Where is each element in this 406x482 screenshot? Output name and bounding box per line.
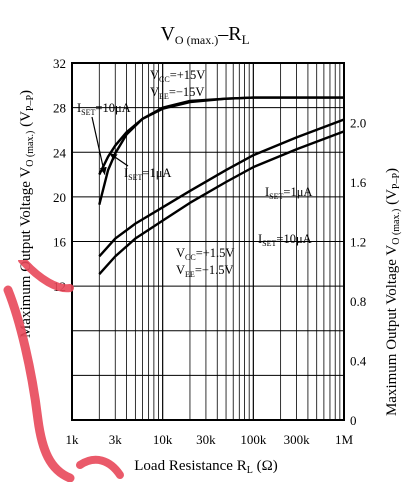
chart-title: VO (max.)–RL [160,23,249,47]
x-tick-label: 100k [240,432,267,447]
annotation-iset10-top: ISET=10μA [77,101,131,117]
series-line-pm1_5_1uA [98,118,345,258]
x-tick-label: 1k [66,432,80,447]
svg-text:VEE=−15V: VEE=−15V [150,85,204,101]
title-main: V [160,23,175,45]
y-tick-label-right: 0 [350,413,357,428]
title-tail: –R [217,23,242,45]
svg-text:ISET=10μA: ISET=10μA [77,101,131,117]
annotation-vcc15: VCC=+15V VEE=−15V [150,68,205,101]
y-tick-label-left: 32 [53,56,66,71]
x-axis-label: Load Resistance RL (Ω) [134,458,277,476]
arrow-iset10-top [91,116,107,175]
y-tick-label-left: 20 [53,190,66,205]
x-tick-label: 30k [196,432,216,447]
y-axis-label-right: Maximum Output Voltage VO (max.) (VP–P) [384,168,402,416]
x-tick-label: 300k [284,432,311,447]
svg-text:VCC=+15V: VCC=+15V [150,68,205,84]
plot-frame [71,62,345,421]
grid [72,63,344,420]
y-tick-label-left: 28 [53,101,66,116]
y-tick-label-left: 24 [53,145,67,160]
annotation-vcc1-5: VCC=+1.5V VEE=−1.5V [176,246,234,279]
x-tick-label: 3k [109,432,123,447]
x-tick-label: 1M [335,432,354,447]
annotation-iset1-bottom: ISET=1μA [265,185,312,201]
svg-text:ISET=10μA: ISET=10μA [258,232,312,248]
y-axis-label-left: Maximum Output Voltage VO (max.) (VP–P) [18,90,36,338]
y-tick-label-right: 0.4 [350,354,367,369]
svg-text:Maximum Output Voltage VO (ma: Maximum Output Voltage VO (max.) (VP–P) [18,90,36,338]
title-tail-sub: L [242,32,250,47]
svg-text:ISET=1μA: ISET=1μA [265,185,312,201]
series-line-pm15_1uA [98,96,344,176]
svg-text:Load Resistance RL (Ω): Load Resistance RL (Ω) [134,458,277,476]
annotation-iset1-top: ISET=1μA [124,166,171,182]
title-sub: O (max.) [175,33,218,47]
svg-text:VO (max.)–RL: VO (max.)–RL [160,23,249,47]
svg-text:ISET=1μA: ISET=1μA [124,166,171,182]
y-tick-label-right: 0.8 [350,294,366,309]
x-tick-label: 10k [153,432,173,447]
y-tick-label-left: 12 [53,279,66,294]
y-tick-label-left: 16 [53,235,67,250]
y-tick-label-right: 2.0 [350,116,366,131]
y-tick-labels-right: 0 0.4 0.8 1.2 1.6 2.0 [350,116,367,429]
x-tick-labels: 1k 3k 10k 30k 100k 300k 1M [66,432,354,447]
svg-text:VCC=+1.5V: VCC=+1.5V [176,246,234,262]
svg-text:Maximum Output Voltage VO (ma: Maximum Output Voltage VO (max.) (VP–P) [384,168,402,416]
series-line-pm1_5_10uA [98,130,345,276]
annotation-iset10-bottom: ISET=10μA [258,232,312,248]
y-tick-label-right: 1.6 [350,175,367,190]
arrow-iset1-top [109,152,129,167]
svg-text:VEE=−1.5V: VEE=−1.5V [176,263,234,279]
y-tick-label-right: 1.2 [350,235,366,250]
annotation-arrows [91,116,129,175]
